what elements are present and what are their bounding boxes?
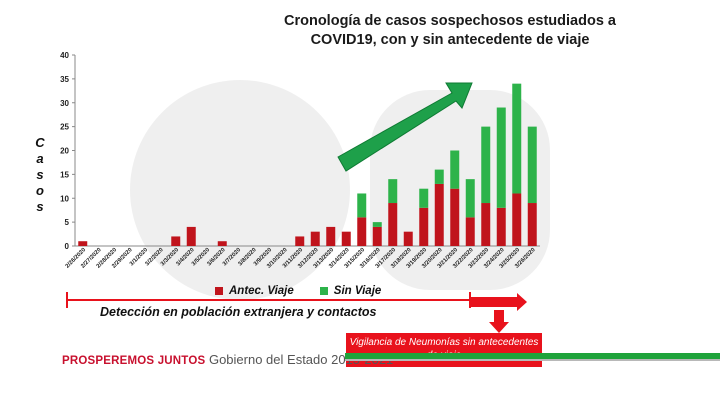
bar-antec-viaje [419,207,429,246]
y-axis-label-letter: s [36,199,44,214]
y-tick-label: 5 [65,218,70,227]
y-tick-label: 10 [60,194,69,203]
bar-antec-viaje [310,231,320,246]
legend-swatch-sin [319,287,328,295]
bar-sin-viaje [419,188,429,208]
y-tick-label: 35 [60,75,69,84]
y-tick-label: 25 [60,123,69,132]
bar-antec-viaje [217,241,227,246]
bar-antec-viaje [496,207,506,246]
chart-legend: Antec. Viaje Sin Viaje [215,285,381,297]
bar-sin-viaje [388,179,398,204]
bar-antec-viaje [295,236,305,246]
legend-label-sin: Sin Viaje [333,285,382,297]
footer-gray-band [345,359,720,361]
legend-swatch-antec [215,287,223,295]
bar-antec-viaje [171,236,181,246]
chart-bars [78,83,537,246]
footer-green-band [345,353,720,359]
bar-antec-viaje [434,183,444,246]
detection-annotation: Detección en población extranjera y cont… [100,305,377,319]
footer-brand: PROSPEREMOS JUNTOS Gobierno del Estado 2… [62,352,393,367]
bar-antec-viaje [326,226,336,246]
y-axis-label: C a s o s [33,135,47,215]
bar-sin-viaje [465,179,475,218]
bar-sin-viaje [372,222,382,227]
x-tick-labels: 2/26/20202/27/20202/28/20202/29/20203/1/… [65,247,537,269]
bar-antec-viaje [78,241,88,246]
bar-sin-viaje [496,107,506,208]
bar-antec-viaje [527,203,537,246]
y-tick-label: 40 [60,51,69,60]
bar-antec-viaje [186,226,196,246]
bar-antec-viaje [372,226,382,246]
bar-antec-viaje [403,231,413,246]
y-axis-label-letter: a [36,151,44,166]
y-tick-label: 20 [60,147,69,156]
chart-axes: 0 5 10 15 20 25 30 35 40 [60,51,540,251]
bar-antec-viaje [357,217,367,246]
bar-antec-viaje [512,193,522,246]
legend-item-sin: Sin Viaje [319,285,382,297]
y-tick-label: 0 [65,242,70,251]
bar-antec-viaje [465,217,475,246]
bar-sin-viaje [450,150,460,189]
bar-sin-viaje [434,169,444,184]
y-tick-label: 30 [60,99,69,108]
footer-slogan: PROSPEREMOS JUNTOS [62,355,206,367]
vigilancia-pointer-arrow [489,310,509,333]
legend-item-antec: Antec. Viaje [215,285,294,297]
chart-title: Cronología de casos sospechosos estudiad… [284,13,616,48]
bar-antec-viaje [341,231,351,246]
y-axis-label-letter: s [36,167,44,182]
annotation-arrows [66,82,527,333]
bar-sin-viaje [357,193,367,218]
y-axis-label-letter: C [35,135,45,150]
bar-sin-viaje [527,126,537,204]
bar-antec-viaje [481,203,491,246]
vigilancia-period-arrow [470,293,527,311]
legend-label-antec: Antec. Viaje [229,285,294,297]
bar-antec-viaje [450,188,460,246]
bar-antec-viaje [388,203,398,246]
bar-sin-viaje [512,83,522,194]
y-tick-label: 15 [60,170,69,179]
y-axis-label-letter: o [36,183,44,198]
bar-sin-viaje [481,126,491,204]
trend-arrow [337,82,473,172]
